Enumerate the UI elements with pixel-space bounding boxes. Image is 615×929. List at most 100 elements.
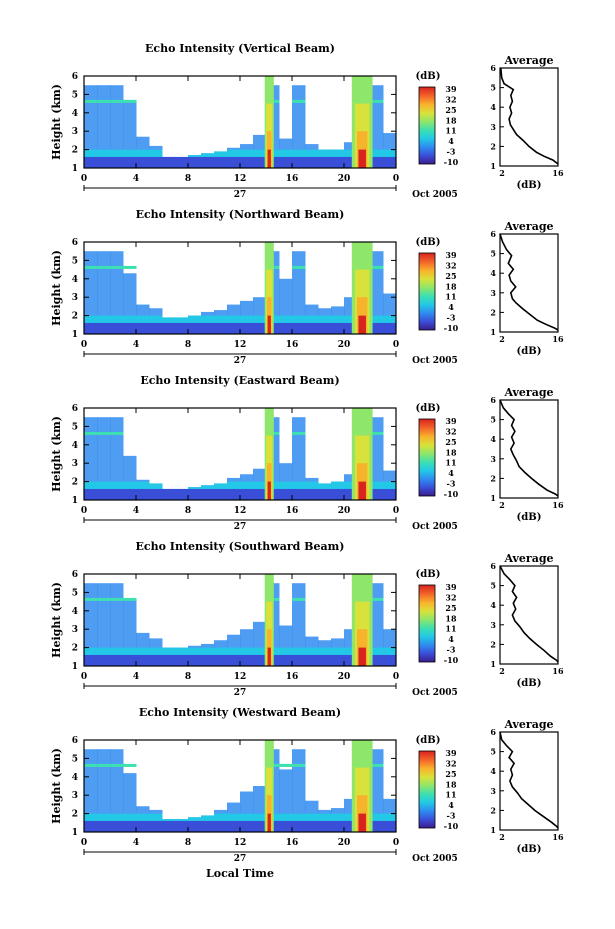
y-tick-label: 4 [490, 268, 496, 278]
colorbar-tick-label: 11 [445, 790, 456, 800]
colorbar-tick-label: -10 [444, 157, 459, 167]
echo-cell [201, 654, 215, 666]
echo-cell [97, 820, 111, 832]
echo-cell [240, 156, 254, 168]
echo-cell [370, 597, 384, 601]
colorbar-tick-label: -10 [444, 323, 459, 333]
echo-cell [123, 322, 137, 334]
echo-cell [331, 654, 345, 666]
y-tick-label: 6 [72, 570, 78, 580]
y-tick-label: 3 [72, 293, 78, 303]
colorbar-tick-label: 4 [448, 136, 454, 146]
echo-cell [110, 654, 124, 666]
echo-cell [175, 156, 189, 168]
echo-cell [344, 156, 358, 168]
rain-column [358, 315, 366, 334]
echo-cell [97, 431, 111, 435]
colorbar-tick-label: -3 [447, 811, 456, 821]
echo-cell [227, 820, 241, 832]
y-tick-label: 4 [72, 773, 78, 783]
echo-cell [370, 265, 384, 269]
y-tick-label: 4 [72, 607, 78, 617]
echo-cell [84, 251, 98, 334]
echo-cell [123, 763, 137, 767]
echo-cell [110, 322, 124, 334]
colorbar-tick-label: 39 [445, 748, 457, 758]
colorbar [418, 86, 436, 165]
echo-cell [240, 488, 254, 500]
x-tick-label: 2 [499, 500, 505, 510]
colorbar-tick-label: 18 [445, 115, 457, 125]
y-tick-label: 3 [490, 786, 496, 796]
y-tick-label: 4 [490, 434, 496, 444]
x-tick-label: 16 [286, 506, 299, 516]
echo-cell [253, 156, 267, 168]
panel-title: Echo Intensity (Westward Beam) [139, 706, 341, 719]
rain-column [267, 481, 271, 500]
echo-cell [162, 488, 176, 500]
echo-cell [292, 583, 306, 666]
echo-cell [370, 156, 384, 168]
day-label: 27 [234, 522, 247, 532]
echo-cell [292, 265, 306, 269]
echo-cell [201, 156, 215, 168]
echo-cell [370, 654, 384, 666]
x-tick-label: 0 [393, 174, 399, 184]
y-tick-label: 2 [72, 810, 78, 820]
echo-cell [240, 820, 254, 832]
x-tick-label: 0 [81, 506, 87, 516]
day-label: 27 [234, 356, 247, 366]
x-tick-label: 20 [338, 506, 351, 516]
average-x-label: (dB) [517, 346, 542, 357]
average-frame [499, 399, 559, 499]
echo-cell [84, 654, 98, 666]
echo-cell [97, 85, 111, 168]
average-profile-line [499, 399, 559, 497]
y-tick-label: 1 [490, 493, 496, 503]
x-tick-label: 0 [393, 838, 399, 848]
x-tick-label: 2 [499, 334, 505, 344]
heatmap-area [84, 574, 396, 666]
colorbar-unit: (dB) [416, 403, 441, 414]
echo-cell [84, 322, 98, 334]
echo-cell [149, 488, 163, 500]
y-tick-label: 2 [72, 644, 78, 654]
colorbar-tick-label: -3 [447, 479, 456, 489]
echo-cell [162, 820, 176, 832]
colorbar-tick-label: 18 [445, 613, 457, 623]
colorbar-unit: (dB) [416, 735, 441, 746]
echo-cell [84, 749, 98, 832]
echo-cell [110, 431, 124, 435]
colorbar [418, 750, 436, 829]
echo-cell [97, 583, 111, 666]
y-tick-label: 1 [490, 659, 496, 669]
colorbar-tick-label: 32 [445, 758, 456, 768]
echo-cell [383, 156, 396, 168]
echo-cell [253, 654, 267, 666]
colorbar-tick-label: -10 [444, 821, 459, 831]
y-tick-label: 1 [490, 825, 496, 835]
echo-cell [331, 156, 345, 168]
echo-cell [240, 322, 254, 334]
echo-cell [318, 156, 332, 168]
echo-cell [214, 654, 228, 666]
panel-5: Echo Intensity (Westward Beam) Height (km… [50, 706, 459, 864]
colorbar-tick-label: 25 [445, 271, 456, 281]
echo-cell [136, 322, 150, 334]
echo-cell [162, 156, 176, 168]
echo-cell [84, 763, 98, 767]
y-tick-label: 2 [72, 478, 78, 488]
y-tick-label: 6 [72, 238, 78, 248]
x-tick-label: 4 [133, 340, 139, 350]
echo-cell [123, 654, 137, 666]
x-tick-label: 16 [552, 168, 564, 178]
x-axis-title: Local Time [206, 867, 274, 880]
echo-cell [84, 820, 98, 832]
y-tick-label: 4 [72, 109, 78, 119]
colorbar-tick-label: 11 [445, 458, 456, 468]
y-tick-label: 2 [72, 312, 78, 322]
y-tick-label: 5 [490, 747, 496, 757]
